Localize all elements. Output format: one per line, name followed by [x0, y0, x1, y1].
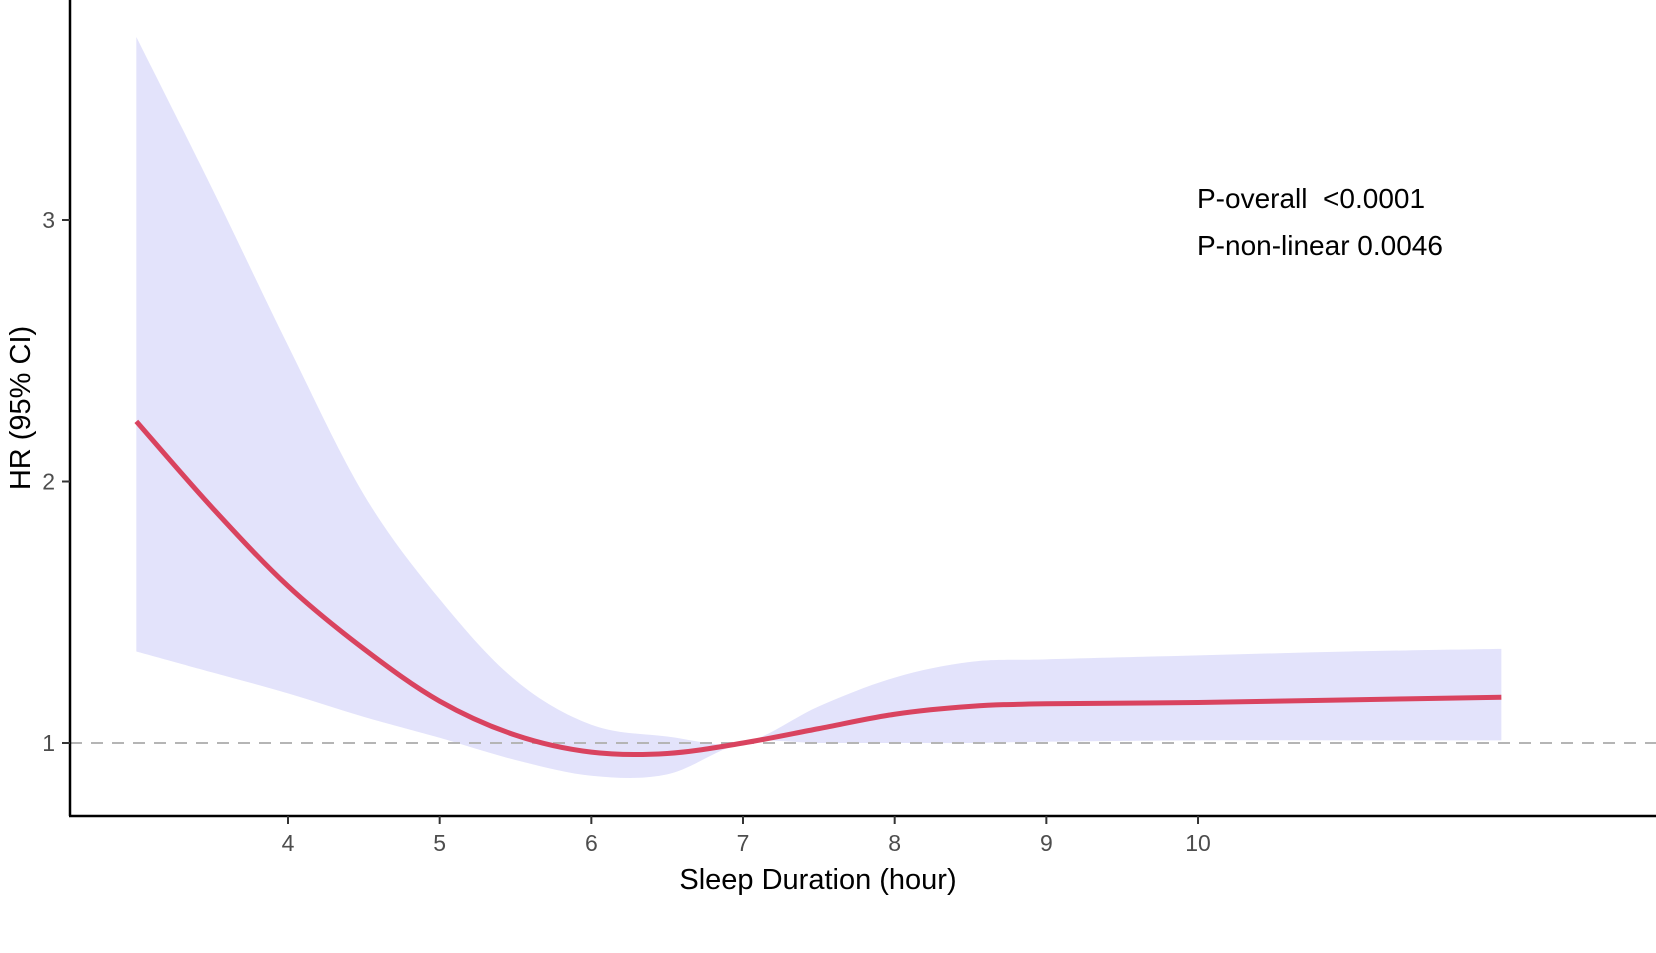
x-axis-title: Sleep Duration (hour): [679, 864, 956, 896]
y-tick-label: 3: [42, 207, 55, 233]
confidence-band: [136, 36, 1502, 778]
x-tick-label: 9: [1040, 830, 1053, 856]
x-tick-label: 7: [737, 830, 750, 856]
annotation-p-overall: P-overall <0.0001: [1197, 183, 1425, 214]
annotation-p-non-linear: P-non-linear 0.0046: [1197, 230, 1443, 261]
x-tick-label: 5: [433, 830, 446, 856]
y-tick-label: 2: [42, 469, 55, 495]
x-tick-label: 8: [888, 830, 901, 856]
hr-curve: [134, 419, 1502, 758]
y-tick-label: 1: [42, 730, 55, 756]
x-tick-label: 10: [1185, 830, 1211, 856]
x-tick-label: 4: [282, 830, 295, 856]
y-axis-title: HR (95% CI): [5, 326, 37, 490]
x-tick-label: 6: [585, 830, 598, 856]
